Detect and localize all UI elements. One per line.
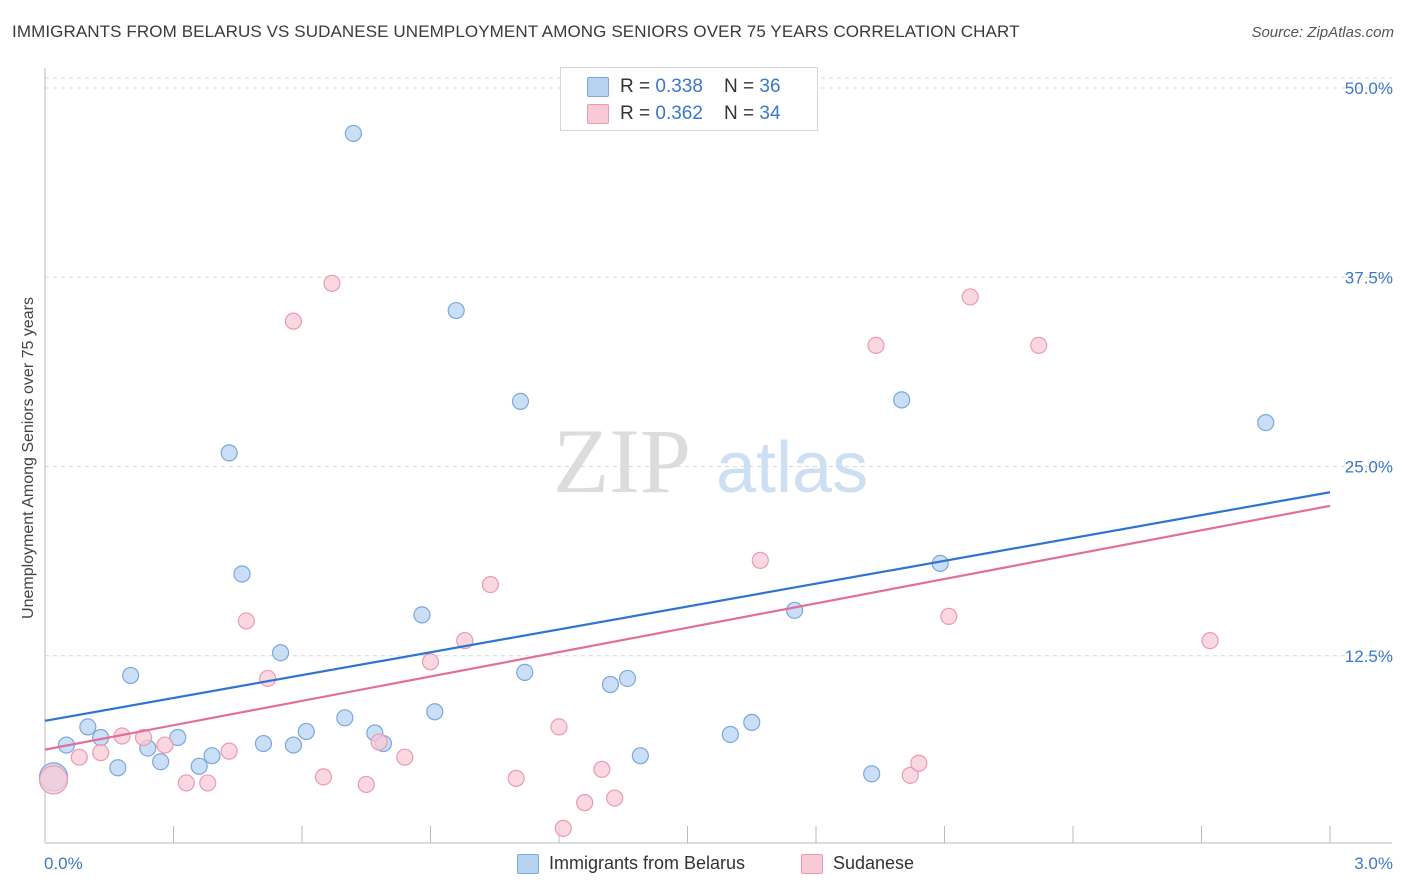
belarus-point <box>169 728 187 747</box>
sudanese-point <box>576 794 594 812</box>
chart-title: IMMIGRANTS FROM BELARUS VS SUDANESE UNEM… <box>12 22 1020 41</box>
watermark: ZIP atlas <box>553 410 868 512</box>
sudanese-point <box>961 288 979 306</box>
correlation-legend: R = 0.338 N = 36 R = 0.362 N = 34 <box>560 67 818 131</box>
sudanese-point <box>156 736 174 754</box>
belarus-point <box>203 747 221 765</box>
x-tick-label: 3.0% <box>1354 854 1393 873</box>
belarus-point <box>631 747 649 765</box>
sudanese-point <box>220 742 238 760</box>
belarus-point <box>122 666 140 685</box>
watermark-zip: ZIP <box>553 410 691 512</box>
belarus-point <box>743 713 761 731</box>
sudanese-point <box>396 748 414 766</box>
trend-lines <box>44 491 1331 751</box>
trend-line-belarus <box>44 491 1331 722</box>
y-tick-label: 50.0% <box>1345 79 1393 98</box>
x-axis-ticks: 0.0% 3.0% <box>44 854 1393 873</box>
sudanese-point <box>1030 336 1048 354</box>
sudanese-point <box>421 653 440 671</box>
legend-r-value: 0.362 <box>655 103 703 124</box>
legend-n-value: 34 <box>759 103 781 124</box>
sudanese-point <box>199 774 217 792</box>
belarus-point <box>721 725 739 744</box>
sudanese-point <box>314 768 333 786</box>
legend-swatch-belarus <box>587 77 609 97</box>
y-tick-label: 37.5% <box>1345 268 1393 287</box>
belarus-point <box>1257 413 1275 432</box>
sudanese-point <box>92 744 110 762</box>
sudanese-point <box>550 718 568 736</box>
sudanese-point <box>237 612 255 630</box>
legend-r-value: 0.338 <box>655 76 703 97</box>
belarus-point <box>601 675 620 694</box>
sudanese-point <box>606 789 624 807</box>
sudanese-point <box>554 819 572 837</box>
sudanese-point <box>323 274 341 292</box>
sudanese-point <box>134 728 153 747</box>
sudanese-point <box>481 575 500 594</box>
sudanese-point <box>357 775 375 794</box>
sudanese-point <box>940 607 958 625</box>
belarus-point <box>109 759 127 777</box>
bottom-legend-label: Immigrants from Belarus <box>549 853 746 873</box>
sudanese-point <box>593 760 611 778</box>
sudanese-point <box>38 765 69 795</box>
y-axis-ticks: 12.5% 25.0% 37.5% 50.0% <box>1345 79 1393 666</box>
belarus-point <box>511 392 530 410</box>
watermark-atlas: atlas <box>716 428 868 508</box>
belarus-point <box>79 718 97 736</box>
sudanese-point <box>370 733 388 751</box>
belarus-point <box>426 703 444 721</box>
belarus-point <box>233 565 251 583</box>
legend-n-label: N = <box>724 76 760 97</box>
sudanese-point <box>1201 632 1219 650</box>
bottom-legend-swatch-belarus <box>517 854 539 874</box>
y-tick-label: 12.5% <box>1345 647 1393 666</box>
belarus-point <box>344 124 362 143</box>
sudanese-point <box>910 754 928 772</box>
legend-n-value: 36 <box>759 76 781 97</box>
belarus-point <box>618 669 637 688</box>
x-tick-label: 0.0% <box>44 854 83 873</box>
belarus-point <box>447 301 465 320</box>
belarus-point <box>336 709 354 727</box>
legend-n-label: N = <box>724 103 760 124</box>
belarus-point <box>220 444 238 462</box>
belarus-point <box>516 663 534 682</box>
bottom-legend-label: Sudanese <box>833 853 915 873</box>
source-label: Source: ZipAtlas.com <box>1251 24 1394 41</box>
legend-swatch-sudanese <box>587 104 609 124</box>
sudanese-point <box>259 669 277 688</box>
sudanese-point <box>901 766 919 784</box>
belarus-point <box>785 601 804 619</box>
legend-r-label: R = <box>620 76 656 97</box>
sudanese-point <box>70 748 88 766</box>
belarus-point <box>284 736 303 754</box>
sudanese-point <box>507 769 525 787</box>
y-tick-label: 25.0% <box>1345 458 1393 477</box>
y-axis-label: Unemployment Among Seniors over 75 years <box>20 297 37 619</box>
belarus-point <box>271 644 290 662</box>
belarus-point <box>413 606 431 624</box>
belarus-point <box>190 757 208 775</box>
belarus-point <box>893 391 911 409</box>
trend-line-sudanese <box>44 504 1331 751</box>
belarus-point <box>863 765 881 783</box>
sudanese-point <box>177 774 195 792</box>
sudanese-point <box>867 336 885 354</box>
belarus-point <box>254 734 273 753</box>
sudanese-point <box>751 551 769 569</box>
sudanese-point <box>284 312 303 330</box>
legend-r-label: R = <box>620 103 656 124</box>
belarus-point <box>152 753 170 771</box>
bottom-legend-swatch-sudanese <box>801 854 823 874</box>
belarus-point <box>297 722 315 741</box>
